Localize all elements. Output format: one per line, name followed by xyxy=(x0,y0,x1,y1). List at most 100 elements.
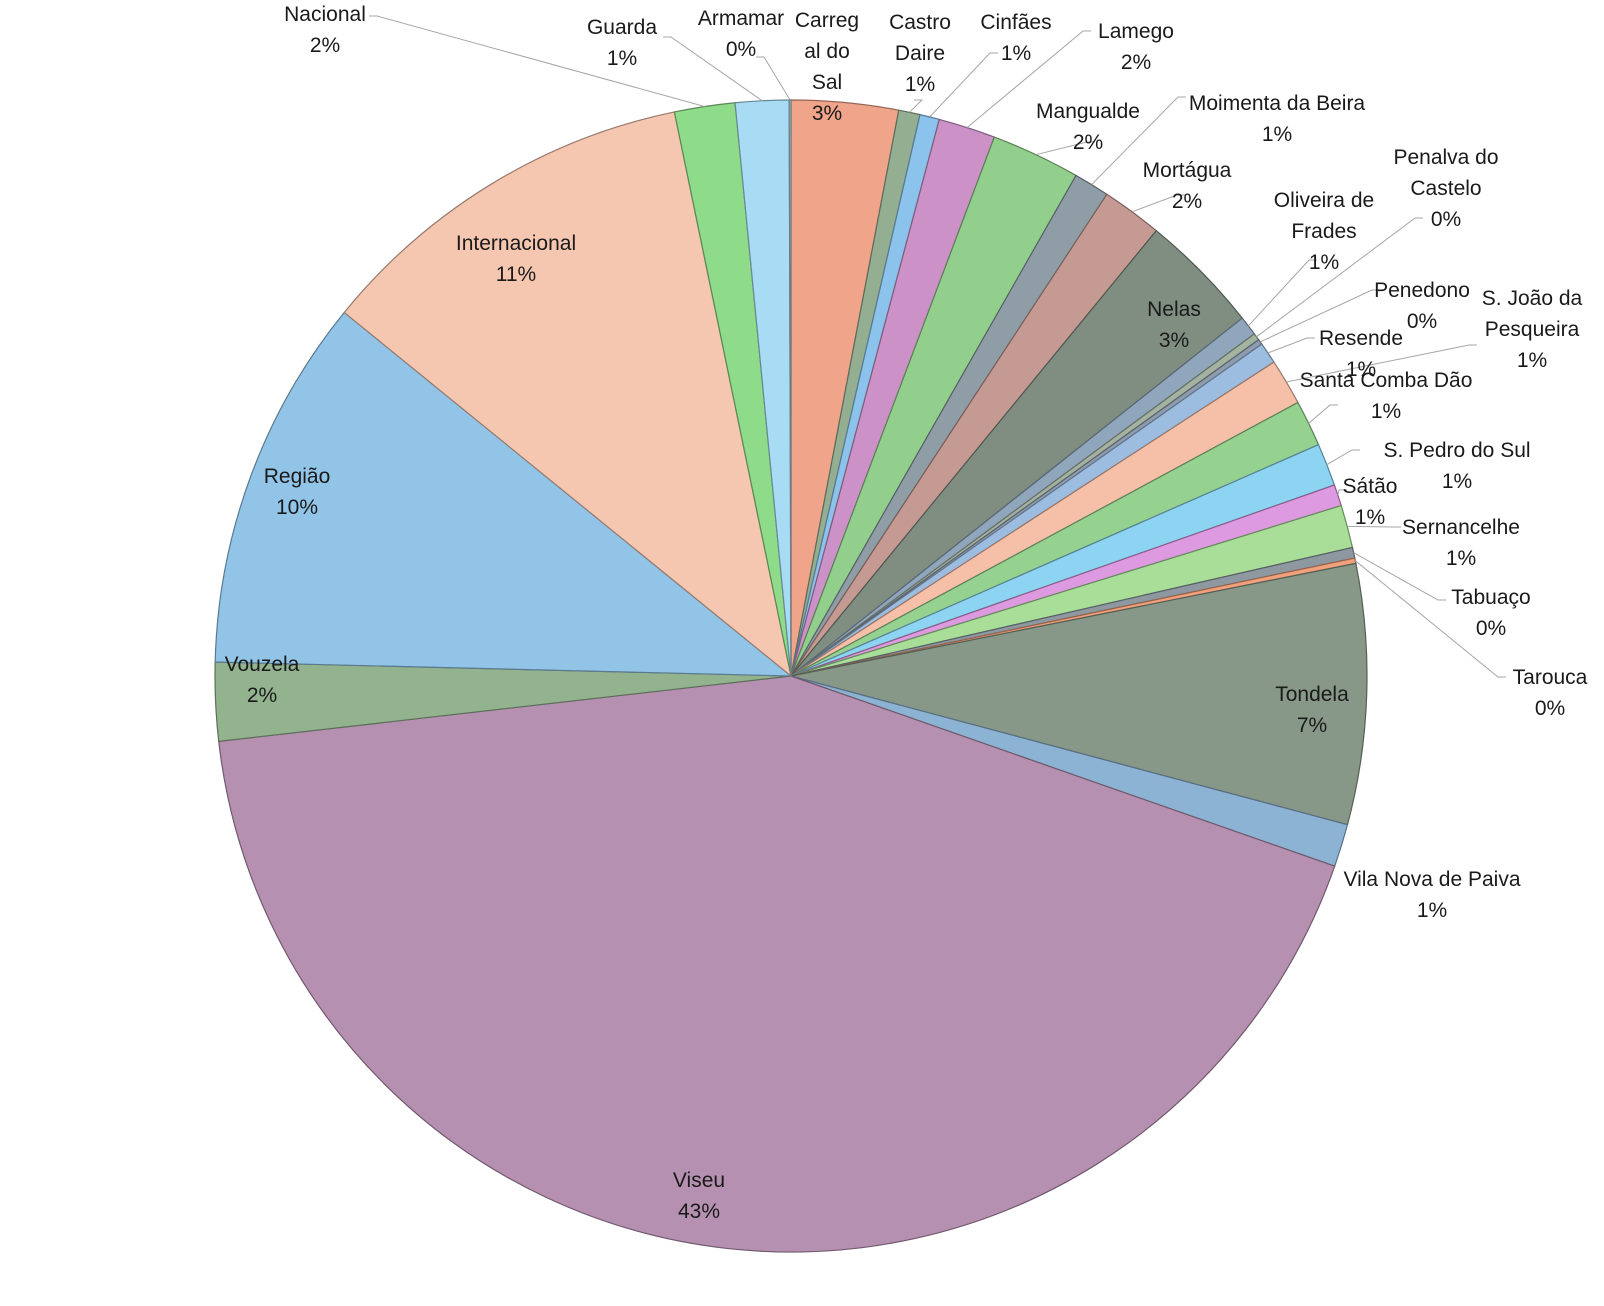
data-label-regiao: Região 10% xyxy=(264,465,331,519)
leader-line-oliveira-de-frades xyxy=(1248,259,1317,327)
data-label-guarda: Guarda 1% xyxy=(587,16,657,70)
data-label-moimenta-da-beira: Moimenta da Beira 1% xyxy=(1189,92,1366,146)
percent-label: 1% xyxy=(1001,42,1031,65)
category-label: Santa Comba Dão xyxy=(1300,369,1473,392)
leader-line-tarouca xyxy=(1354,560,1506,678)
percent-label: 2% xyxy=(247,684,277,707)
data-label-armamar: Armamar 0% xyxy=(698,7,784,61)
category-label: Mortágua xyxy=(1143,159,1232,182)
category-label: Frades xyxy=(1291,220,1356,243)
percent-label: 0% xyxy=(1407,310,1437,333)
category-label: Castro xyxy=(889,11,951,34)
data-label-cinfaes: Cinfães 1% xyxy=(980,11,1051,65)
data-label-vouzela: Vouzela 2% xyxy=(225,653,300,707)
data-label-internacional: Internacional 11% xyxy=(456,232,576,286)
category-label: Resende xyxy=(1319,327,1403,350)
category-label: Sátão xyxy=(1343,475,1398,498)
data-label-santa-comba-dao: Santa Comba Dão 1% xyxy=(1300,369,1473,423)
percent-label: 0% xyxy=(1535,697,1565,720)
category-label: Sal xyxy=(812,71,842,94)
category-label: Moimenta da Beira xyxy=(1189,92,1366,115)
category-label: Cinfães xyxy=(980,11,1051,34)
percent-label: 0% xyxy=(726,38,756,61)
leader-line-armamar xyxy=(756,56,791,101)
data-label-nacional: Nacional 2% xyxy=(284,3,366,57)
data-label-satao: Sátão 1% xyxy=(1343,475,1398,529)
category-label: Castelo xyxy=(1410,177,1481,200)
percent-label: 1% xyxy=(1371,400,1401,423)
leader-line-castro-daire xyxy=(909,99,924,113)
data-label-mangualde: Mangualde 2% xyxy=(1036,100,1140,154)
category-label: S. Pedro do Sul xyxy=(1383,439,1530,462)
data-label-tabuaco: Tabuaço 0% xyxy=(1451,586,1530,640)
leader-lines xyxy=(369,15,1506,678)
percent-label: 1% xyxy=(1355,506,1385,529)
percent-label: 1% xyxy=(1346,358,1376,381)
category-label: Armamar xyxy=(698,7,784,30)
data-labels: Carreg al do Sal 3% Castro Daire 1% Cinfães 1% La… xyxy=(225,3,1588,1223)
percent-label: 1% xyxy=(607,47,637,70)
data-label-sernancelhe: Sernancelhe 1% xyxy=(1402,516,1520,570)
leader-line-s-pedro-do-sul xyxy=(1326,449,1360,466)
percent-label: 0% xyxy=(1476,617,1506,640)
slice-internacional xyxy=(343,111,792,678)
percent-label: 1% xyxy=(1417,899,1447,922)
leader-line-mangualde xyxy=(1035,141,1095,156)
percent-label: 1% xyxy=(1262,123,1292,146)
data-label-carregal-do-sal: Carreg al do Sal 3% xyxy=(795,9,859,125)
data-label-tondela: Tondela 7% xyxy=(1275,683,1349,737)
leader-line-resende xyxy=(1267,337,1315,354)
leader-line-tabuaco xyxy=(1353,552,1446,601)
slice-viseu xyxy=(218,675,1336,1253)
percent-label: 7% xyxy=(1297,714,1327,737)
category-label: Carreg xyxy=(795,9,859,32)
category-label: Pesqueira xyxy=(1485,318,1580,341)
leader-line-sernancelhe xyxy=(1347,525,1401,528)
category-label: Vouzela xyxy=(225,653,300,676)
leader-line-mortagua xyxy=(1131,194,1185,213)
category-label: Nelas xyxy=(1147,298,1201,321)
data-label-penalva-do-castelo: Penalva do Castelo 0% xyxy=(1393,146,1498,231)
data-label-viseu: Viseu 43% xyxy=(673,1169,725,1223)
category-label: Penedono xyxy=(1374,279,1470,302)
percent-label: 43% xyxy=(678,1200,720,1223)
category-label: Tondela xyxy=(1275,683,1349,706)
category-label: Oliveira de xyxy=(1274,189,1374,212)
category-label: Região xyxy=(264,465,331,488)
data-label-mortagua: Mortágua 2% xyxy=(1143,159,1232,213)
percent-label: 3% xyxy=(812,102,842,125)
percent-label: 2% xyxy=(1073,131,1103,154)
leader-line-moimenta-da-beira xyxy=(1091,96,1186,185)
data-label-tarouca: Tarouca 0% xyxy=(1513,666,1588,720)
percent-label: 1% xyxy=(1442,470,1472,493)
category-label: Mangualde xyxy=(1036,100,1140,123)
leader-line-santa-comba-dao xyxy=(1308,404,1338,424)
percent-label: 0% xyxy=(1431,208,1461,231)
category-label: Nacional xyxy=(284,3,366,26)
data-label-s-joao-da-pesqueira: S. João da Pesqueira 1% xyxy=(1482,287,1583,372)
leader-line-penalva-do-castelo xyxy=(1256,217,1423,338)
data-label-nelas: Nelas 3% xyxy=(1147,298,1201,352)
leader-line-satao xyxy=(1337,489,1347,496)
percent-label: 1% xyxy=(1517,349,1547,372)
percent-label: 11% xyxy=(496,263,536,286)
percent-label: 1% xyxy=(1446,547,1476,570)
leader-line-cinfaes xyxy=(929,52,998,118)
data-label-penedono: Penedono 0% xyxy=(1374,279,1470,333)
category-label: al do xyxy=(804,40,850,63)
data-label-vila-nova-de-paiva: Vila Nova de Paiva 1% xyxy=(1343,868,1520,922)
leader-line-penedono xyxy=(1259,289,1380,343)
leader-line-s-joao-da-pesqueira xyxy=(1286,344,1477,383)
data-label-resende: Resende 1% xyxy=(1319,327,1403,381)
category-label: Internacional xyxy=(456,232,576,255)
percent-label: 3% xyxy=(1159,329,1189,352)
data-label-oliveira-de-frades: Oliveira de Frades 1% xyxy=(1274,189,1374,274)
category-label: Viseu xyxy=(673,1169,725,1192)
leader-line-nacional xyxy=(369,15,705,107)
pie-slices xyxy=(214,99,1368,1253)
category-label: Sernancelhe xyxy=(1402,516,1520,539)
category-label: Vila Nova de Paiva xyxy=(1343,868,1520,891)
category-label: Tabuaço xyxy=(1451,586,1530,609)
data-label-castro-daire: Castro Daire 1% xyxy=(889,11,951,96)
